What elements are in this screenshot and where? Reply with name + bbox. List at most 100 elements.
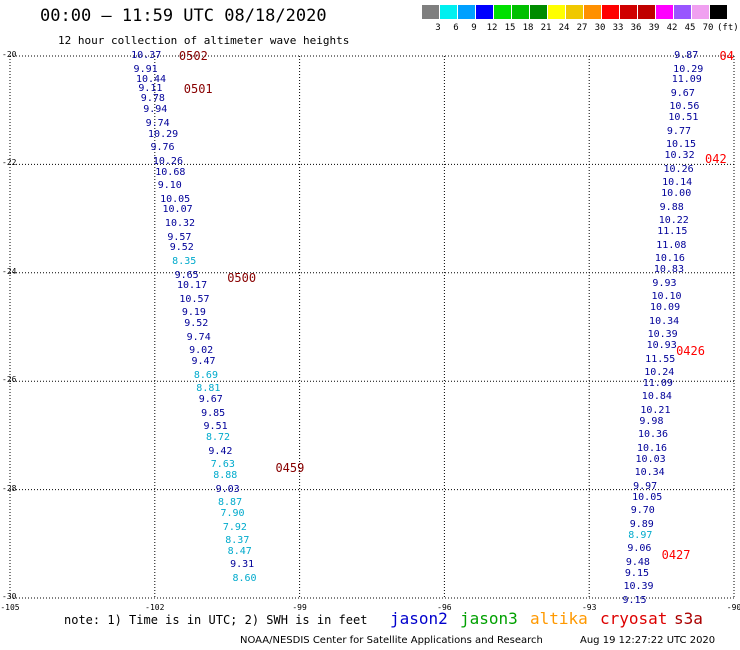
wave-height-obs: 9.77 <box>666 125 691 137</box>
wave-height-obs: 9.15 <box>622 594 647 606</box>
footer-note: note: 1) Time is in UTC; 2) SWH is in fe… <box>64 613 368 627</box>
wave-height-obs: 10.57 <box>179 293 210 305</box>
wave-height-obs: 10.26 <box>152 155 183 167</box>
wave-height-obs: 11.55 <box>645 353 676 365</box>
wave-height-obs: 9.74 <box>145 117 170 129</box>
wave-height-obs: 10.26 <box>663 163 694 175</box>
lon-tick-label: -96 <box>437 603 452 612</box>
lat-tick-label: -24 <box>2 266 17 276</box>
wave-height-obs: 9.85 <box>201 407 226 419</box>
lat-tick-label: -28 <box>2 483 17 493</box>
wave-height-obs: 10.56 <box>669 101 700 113</box>
wave-height-obs: 10.32 <box>664 150 695 162</box>
wave-height-obs: 10.39 <box>647 329 678 341</box>
legend-altika: altika <box>530 609 588 628</box>
colorbar-swatch <box>494 5 511 19</box>
wave-height-obs: 10.39 <box>623 581 654 593</box>
wave-height-obs: 9.48 <box>625 556 650 568</box>
colorbar-swatch <box>548 5 565 19</box>
wave-height-obs: 10.34 <box>649 315 680 327</box>
wave-height-obs: 9.74 <box>186 331 211 343</box>
pass-time-label: 042 <box>705 151 727 166</box>
wave-height-obs: 10.05 <box>632 491 663 503</box>
colorbar-swatch <box>584 5 601 19</box>
footer-timestamp: Aug 19 12:27:22 UTC 2020 <box>580 635 716 646</box>
wave-height-obs: 10.84 <box>641 391 672 403</box>
wave-height-obs: 10.37 <box>131 50 162 61</box>
wave-height-obs: 10.44 <box>135 74 167 86</box>
wave-height-obs: 9.52 <box>184 318 209 330</box>
lon-tick-label: -102 <box>145 603 165 612</box>
wave-height-obs: 9.93 <box>652 277 677 289</box>
wave-height-obs: 9.03 <box>215 483 240 495</box>
colorbar-label: 30 <box>594 23 606 33</box>
legend-jason3: jason3 <box>460 609 518 628</box>
lat-tick-label: -22 <box>2 158 17 168</box>
lat-tick-label: -20 <box>2 50 17 59</box>
wave-height-obs: 9.87 <box>674 50 699 61</box>
wave-height-obs: 9.70 <box>630 505 655 517</box>
colorbar-swatch <box>440 5 457 19</box>
wave-height-obs: 10.29 <box>673 63 704 75</box>
wave-height-obs: 9.51 <box>203 421 228 433</box>
wave-height-obs: 9.65 <box>174 269 199 281</box>
colorbar-label: 9 <box>471 23 477 33</box>
colorbar-label: 21 <box>540 23 552 33</box>
wave-height-obs: 9.78 <box>140 93 165 105</box>
wave-height-obs: 7.63 <box>210 459 235 471</box>
wave-height-obs: 10.16 <box>654 253 685 265</box>
wave-height-obs: 8.60 <box>232 573 257 585</box>
wave-height-obs: 9.67 <box>670 87 695 99</box>
footer-credit: NOAA/NESDIS Center for Satellite Applica… <box>240 635 543 646</box>
colorbar-swatch <box>620 5 637 19</box>
wave-height-obs: 9.67 <box>198 394 223 406</box>
wave-height-obs: 9.98 <box>639 415 664 427</box>
colorbar-swatch <box>656 5 673 19</box>
wave-height-obs: 9.47 <box>191 356 216 368</box>
wave-height-obs: 10.36 <box>637 429 669 441</box>
pass-time-label: 0459 <box>275 460 305 475</box>
wave-height-obs: 10.21 <box>640 405 671 416</box>
wave-height-obs: 10.17 <box>177 280 208 292</box>
pass-time-label: 0500 <box>227 271 257 286</box>
legend-s3a: s3a <box>674 609 703 628</box>
wave-height-obs: 10.93 <box>646 339 677 351</box>
pass-time-label: 0502 <box>178 49 208 63</box>
wave-height-obs: 9.10 <box>157 180 182 192</box>
colorbar-label: 12 <box>486 23 498 33</box>
wave-height-obs: 10.22 <box>658 215 689 227</box>
wave-height-obs: 9.31 <box>230 559 255 571</box>
wave-height-obs: 10.24 <box>644 367 675 379</box>
wave-height-obs: 11.08 <box>656 239 687 251</box>
wave-height-obs: 10.83 <box>653 264 684 276</box>
colorbar-label: 6 <box>453 23 459 33</box>
wave-height-obs: 10.16 <box>636 442 668 454</box>
lon-tick-label: -93 <box>581 603 597 612</box>
wave-height-obs: 10.00 <box>661 188 692 200</box>
wave-height-obs: 10.15 <box>665 139 697 151</box>
wave-height-obs: 8.69 <box>193 369 218 381</box>
colorbar-swatch <box>512 5 529 19</box>
page-subtitle: 12 hour collection of altimeter wave hei… <box>58 34 350 47</box>
colorbar-label: 18 <box>522 23 534 33</box>
legend-cryosat: cryosat <box>600 609 668 628</box>
wave-height-obs: 9.88 <box>659 201 684 213</box>
colorbar-label: 27 <box>576 23 588 33</box>
wave-height-obs: 8.81 <box>196 383 221 395</box>
colorbar-swatch <box>638 5 655 19</box>
lon-tick-label: -105 <box>0 603 20 612</box>
wave-height-obs: 8.87 <box>218 497 243 509</box>
wave-height-obs: 9.57 <box>167 231 192 243</box>
wave-height-obs: 10.05 <box>160 193 191 205</box>
wave-height-obs: 9.94 <box>143 104 168 116</box>
page-title: 00:00 – 11:59 UTC 08/18/2020 <box>40 6 327 26</box>
wave-height-obs: 9.42 <box>208 445 233 457</box>
wave-height-obs: 9.02 <box>189 345 214 357</box>
pass-time-label: 04 <box>719 49 734 63</box>
colorbar-label: 45 <box>684 23 696 33</box>
colorbar-swatch <box>692 5 709 19</box>
colorbar-swatch <box>422 5 439 19</box>
wave-height-obs: 9.06 <box>627 543 652 555</box>
colorbar-swatch <box>602 5 619 19</box>
colorbar-swatch <box>476 5 493 19</box>
